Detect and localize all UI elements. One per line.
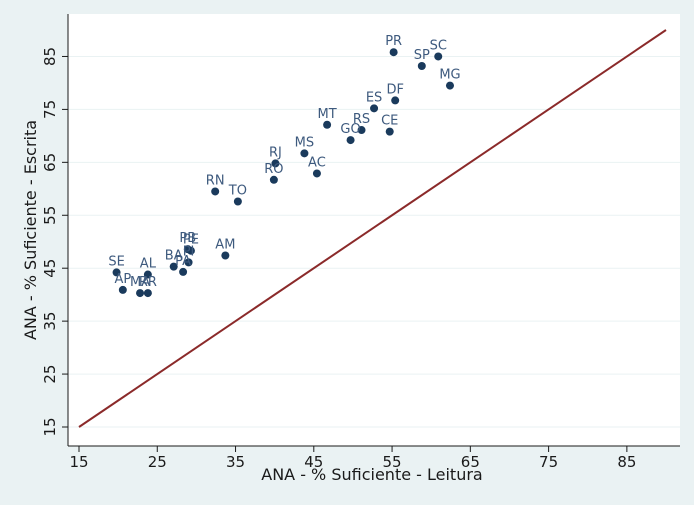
y-axis-title: ANA - % Suficiente - Escrita	[21, 120, 40, 340]
x-tick-label: 35	[226, 453, 245, 471]
data-point-df	[391, 96, 400, 105]
point-label-ap: AP	[114, 272, 131, 287]
point-label-go: GO	[340, 122, 360, 137]
point-label-ac: AC	[308, 155, 326, 170]
point-label-rr: RR	[139, 275, 157, 290]
x-tick-label: 65	[461, 453, 480, 471]
point-label-pe: PE	[183, 233, 199, 248]
data-point-ac	[312, 169, 321, 178]
point-label-rn: RN	[206, 173, 225, 188]
x-tick-label: 45	[304, 453, 323, 471]
data-point-rs	[357, 126, 366, 135]
point-label-ms: MS	[295, 135, 314, 150]
x-tick-label: 15	[69, 453, 88, 471]
x-tick-label: 85	[617, 453, 636, 471]
point-label-pb: PB	[179, 231, 196, 246]
plot-area	[68, 14, 680, 446]
data-point-pi	[184, 258, 193, 267]
y-tick-label: 65	[41, 153, 59, 172]
x-tick-label: 55	[383, 453, 402, 471]
data-point-go	[346, 136, 355, 145]
data-point-es	[370, 104, 379, 113]
point-label-rs: RS	[353, 112, 370, 127]
point-label-pi: PI	[183, 244, 195, 259]
point-label-rj: RJ	[269, 145, 282, 160]
point-label-ce: CE	[381, 114, 398, 129]
x-tick-label: 75	[539, 453, 558, 471]
point-label-to: TO	[228, 184, 247, 199]
data-point-mt	[323, 120, 332, 129]
data-point-ma	[136, 289, 145, 298]
point-label-se: SE	[108, 254, 124, 269]
point-label-sc: SC	[430, 38, 447, 53]
data-point-sp	[417, 61, 426, 70]
point-label-am: AM	[215, 237, 235, 252]
point-label-pr: PR	[385, 34, 402, 49]
point-label-ba: BA	[165, 249, 183, 264]
y-axis-ticks: 15 25 35 45 55 65 75 85	[41, 47, 68, 437]
data-point-sc	[434, 52, 443, 61]
data-point-se	[112, 268, 121, 277]
data-point-mg	[445, 81, 454, 90]
x-axis-title: ANA - % Suficiente - Leitura	[261, 465, 482, 484]
y-tick-label: 75	[41, 100, 59, 119]
data-point-ms	[300, 149, 309, 158]
data-point-rj	[271, 159, 280, 168]
data-point-am	[221, 251, 230, 260]
x-axis-ticks: 15 25 35 45 55 65 75 85	[69, 446, 636, 471]
data-point-to	[233, 197, 242, 206]
data-point-pr	[389, 48, 398, 57]
y-tick-label: 35	[41, 312, 59, 331]
data-point-ce	[385, 127, 394, 136]
point-label-df: DF	[386, 82, 404, 97]
data-point-rr	[143, 289, 152, 298]
data-point-ro	[269, 175, 278, 184]
point-label-ro: RO	[264, 162, 283, 177]
data-point-rn	[211, 187, 220, 196]
y-tick-label: 85	[41, 47, 59, 66]
y-tick-label: 55	[41, 206, 59, 225]
x-tick-label: 25	[148, 453, 167, 471]
point-label-al: AL	[140, 257, 157, 272]
point-label-pa: PA	[175, 254, 191, 269]
point-label-es: ES	[366, 90, 382, 105]
gridlines	[68, 55, 680, 428]
y-tick-label: 45	[41, 259, 59, 278]
point-label-sp: SP	[414, 48, 430, 63]
y-tick-label: 25	[41, 365, 59, 384]
data-point-pe	[186, 246, 195, 255]
data-point-ba	[169, 262, 178, 271]
point-label-mg: MG	[439, 68, 460, 83]
y-tick-label: 15	[41, 417, 59, 436]
data-point-ap	[118, 285, 127, 294]
data-point-al	[143, 270, 152, 279]
reference-line	[78, 29, 667, 428]
point-label-mt: MT	[318, 107, 337, 122]
point-label-ma: MA	[130, 275, 150, 290]
data-point-pa	[179, 267, 188, 276]
